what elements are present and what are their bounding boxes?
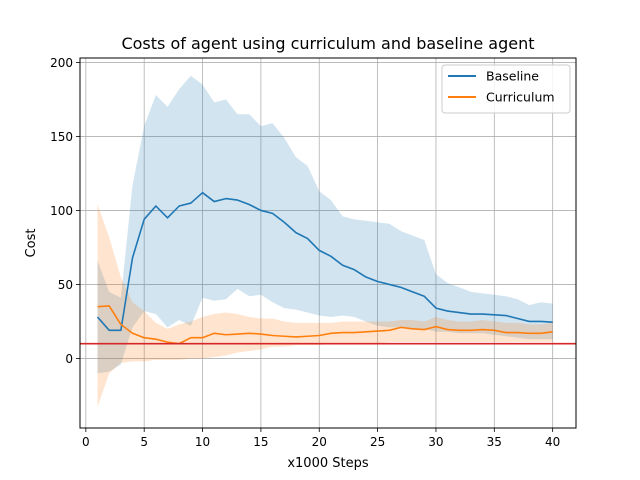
band-baseline xyxy=(97,75,553,374)
x-tick-label: 30 xyxy=(428,435,443,449)
x-tick-label: 25 xyxy=(370,435,385,449)
x-tick-label: 5 xyxy=(140,435,148,449)
x-axis-ticks: 0 5 10 15 20 25 30 35 40 xyxy=(82,428,560,449)
legend: Baseline Curriculum xyxy=(441,64,571,114)
y-tick-label: 0 xyxy=(65,352,73,366)
x-tick-label: 15 xyxy=(253,435,268,449)
y-tick-label: 200 xyxy=(50,56,73,70)
y-tick-label: 50 xyxy=(58,278,73,292)
chart-title: Costs of agent using curriculum and base… xyxy=(121,34,534,53)
series-line-baseline xyxy=(96,191,553,332)
plot-area xyxy=(80,58,576,428)
grid-lines xyxy=(80,58,576,428)
x-tick-label: 10 xyxy=(195,435,210,449)
confidence-bands xyxy=(97,75,553,408)
legend-label-baseline: Baseline xyxy=(486,69,539,84)
x-tick-label: 40 xyxy=(545,435,560,449)
x-axis-label: x1000 Steps xyxy=(287,456,369,471)
y-axis-ticks: 0 50 100 150 200 xyxy=(50,56,80,366)
legend-label-curriculum: Curriculum xyxy=(486,90,555,105)
y-tick-label: 150 xyxy=(50,130,73,144)
y-tick-label: 100 xyxy=(50,204,73,218)
y-axis-label: Cost xyxy=(24,229,39,258)
x-tick-label: 35 xyxy=(487,435,502,449)
band-curriculum xyxy=(97,204,553,408)
x-tick-label: 20 xyxy=(312,435,327,449)
plot-frame xyxy=(79,57,577,429)
x-tick-label: 0 xyxy=(82,435,90,449)
